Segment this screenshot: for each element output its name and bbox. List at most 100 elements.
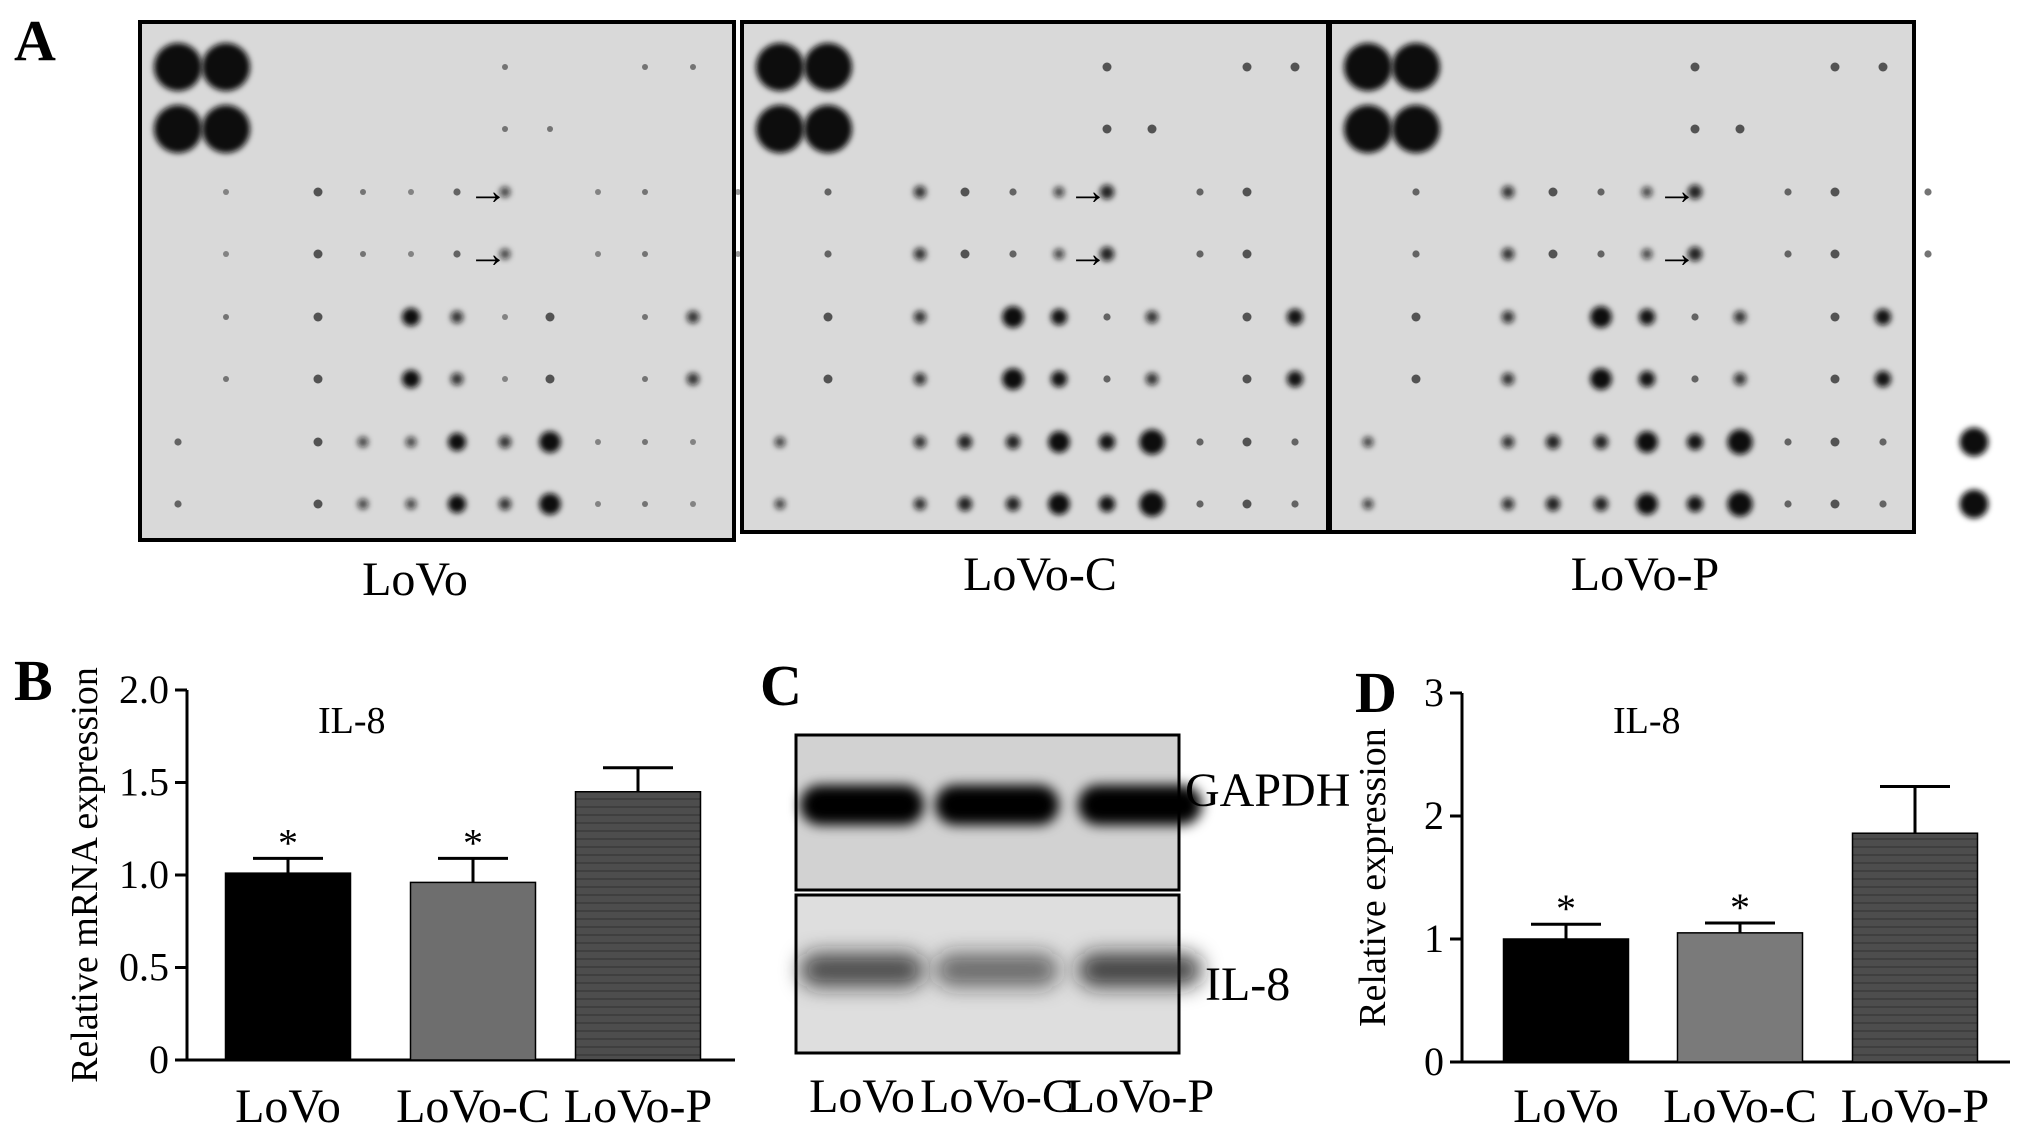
blot-dot [223,251,229,257]
blot-dot [313,499,323,509]
il8-band [1078,953,1202,987]
blot-dot [313,249,323,259]
blot-dot [690,64,696,70]
blot-dot [402,370,420,388]
blot-dot [642,501,648,507]
blot-dot [960,249,970,259]
blot-dot [1636,493,1658,515]
blot-dot [1291,438,1299,446]
blot-dot [1242,62,1252,72]
blot-dot [960,187,970,197]
category-label: LoVo-P [1841,1080,1989,1133]
blot-dot [1830,374,1840,384]
category-label: LoVo-C [396,1080,550,1133]
blot-dot [642,314,648,320]
blot-dot [824,250,832,258]
y-tick-label: 3 [1424,670,1444,715]
blot-dot [539,431,561,453]
blot-dot [774,498,786,510]
blot-dot [824,188,832,196]
blot-dot [402,308,420,326]
blot-dot [1784,500,1792,508]
significance-marker: * [1556,886,1576,931]
blot-dot [453,250,461,258]
bar [1502,938,1630,1063]
blot-dot [499,248,511,260]
blot-dot [1784,438,1792,446]
blot-dot [1286,370,1304,388]
blot-dot [804,43,852,91]
y-tick-label: 0 [1424,1039,1444,1084]
blot-dot [1412,188,1420,196]
blot-dot [1727,491,1753,517]
blot-dot [1590,306,1612,328]
blot-bands [800,785,1202,987]
y-tick-label: 2.0 [119,667,169,712]
membrane: →→ [1328,20,1989,534]
blot-dot [545,374,555,384]
blot-dot [1098,495,1116,513]
blot-dot [913,185,927,199]
blot-dot [1103,375,1111,383]
blot-dot [1196,438,1204,446]
blot-dot [223,314,229,320]
lane-label-lovo-c: LoVo-C [920,1070,1074,1123]
blot-dot [686,372,700,386]
category-label: LoVo [1513,1080,1619,1133]
y-axis-label: Relative expression [1352,728,1394,1027]
blot-dot [1686,433,1704,451]
blot-dot [1501,310,1515,324]
blot-dot [735,251,741,257]
blot-dot [313,312,323,322]
blot-dot [408,189,414,195]
blot-dot [1099,246,1115,262]
blot-dot [1242,437,1252,447]
blot-dot [642,251,648,257]
arrow-marker: → [468,231,508,276]
dot-blot-membranes: →→→→→→ [138,20,1989,542]
blot-dot [1290,62,1300,72]
blot-dot [1196,250,1204,258]
blot-dot [913,372,927,386]
arrow-marker: → [1068,231,1108,276]
blot-dot [595,501,601,507]
membrane-label-lovo: LoVo [362,553,468,606]
blot-dot [913,497,927,511]
y-tick-label: 1 [1424,916,1444,961]
blot-dot [174,438,182,446]
blot-dot [1362,436,1374,448]
blot-dot [595,189,601,195]
blot-dot [1050,308,1068,326]
arrow-marker: → [468,168,508,213]
blot-dot [1009,188,1017,196]
blot-dot [498,435,512,449]
blot-dot [1392,105,1440,153]
blot-dot [1733,372,1747,386]
blot-dot [1102,124,1112,134]
blot-dot [502,126,508,132]
blot-dot [1636,431,1658,453]
blot-dot [360,251,366,257]
membrane-frame [740,20,1330,534]
blot-dot [1641,248,1653,260]
blot-dot [313,374,323,384]
panel-d-letter: D [1355,660,1397,725]
blot-dot [1050,370,1068,388]
chart-title: IL-8 [318,700,386,742]
blot-dot [499,186,511,198]
blot-dot [1139,429,1165,455]
blot-dot [545,312,555,322]
blot-dot [502,314,508,320]
membrane-frame [138,20,736,542]
blot-dot [1686,495,1704,513]
blot-dot [1735,124,1745,134]
blot-dot [1501,372,1515,386]
blot-dot [154,43,202,91]
blot-dot [1102,62,1112,72]
blot-dot [642,439,648,445]
blot-dot [1411,312,1421,322]
blot-dot [774,436,786,448]
blot-dot [595,439,601,445]
blot-dot [1879,438,1887,446]
